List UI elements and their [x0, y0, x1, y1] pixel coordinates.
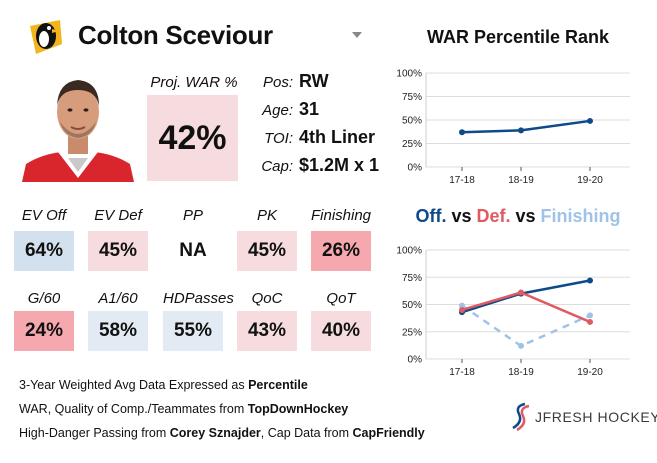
data-point: [587, 277, 593, 284]
data-point: [518, 289, 524, 296]
footnote-bold: Corey Sznajder: [169, 426, 261, 440]
footnote-text: High-Danger Passing from: [19, 426, 170, 440]
y-tick-label: 75%: [402, 92, 422, 103]
comp-chart-title: Off. vs Def. vs Finishing: [400, 206, 636, 227]
pos-label: Pos:: [262, 74, 293, 91]
player-headshot: [22, 66, 134, 182]
footnote-percentile: 3-Year Weighted Avg Data Expressed as Pe…: [19, 378, 308, 392]
title-fin: Finishing: [540, 206, 621, 226]
war-chart-title: WAR Percentile Rank: [426, 27, 610, 47]
title-off: Off.: [415, 206, 447, 226]
qot-value: 40%: [311, 311, 371, 351]
g60-value: 24%: [14, 311, 74, 351]
off-def-finishing-chart: 0% 25% 50% 75% 100% 17-18 18-19 19-20: [396, 246, 630, 378]
y-tick-label: 0%: [408, 163, 423, 174]
qoc-label: QoC: [251, 290, 283, 307]
pos-value: RW: [299, 71, 329, 91]
x-tick-label: 18-19: [508, 175, 534, 186]
series-line: [461, 279, 591, 314]
qoc-value: 43%: [237, 311, 297, 351]
team-logo: [22, 14, 68, 60]
cap-label: Cap:: [261, 158, 293, 175]
data-point: [587, 117, 593, 124]
age-label: Age:: [262, 102, 293, 119]
pp-label: PP: [182, 207, 203, 224]
player-name: Colton Sceviour: [78, 20, 273, 50]
ev-off-value: 64%: [14, 231, 74, 271]
qot-label: QoT: [326, 290, 356, 307]
finishing-value: 26%: [311, 231, 371, 271]
x-tick-label: 17-18: [449, 367, 475, 378]
a160-value: 58%: [88, 311, 148, 351]
series-line: [461, 119, 591, 134]
ev-def-value: 45%: [88, 231, 148, 271]
cap-value: $1.2M x 1: [299, 155, 380, 175]
data-point: [518, 342, 524, 349]
footnote-bold: CapFriendly: [352, 426, 425, 440]
age-value: 31: [299, 99, 320, 119]
chevron-down-icon[interactable]: [352, 32, 362, 38]
g60-label: G/60: [27, 290, 61, 307]
finishing-label: Finishing: [311, 207, 372, 224]
y-tick-label: 25%: [402, 327, 422, 338]
data-point: [587, 312, 593, 319]
footnote-passing-source: High-Danger Passing from Corey Sznajder,…: [19, 426, 425, 440]
footnote-text: 3-Year Weighted Avg Data Expressed as: [19, 378, 249, 392]
y-tick-label: 100%: [396, 246, 422, 257]
footnote-bold: TopDownHockey: [247, 402, 349, 416]
hdpasses-value: 55%: [163, 311, 223, 351]
toi-value: 4th Liner: [299, 127, 376, 147]
data-point: [459, 306, 465, 313]
footnote-war-source: WAR, Quality of Comp./Teammates from Top…: [19, 402, 348, 416]
hdpasses-label: HDPasses: [163, 290, 234, 307]
ev-def-label: EV Def: [94, 207, 142, 224]
series-line: [461, 304, 591, 348]
data-point: [587, 318, 593, 325]
y-tick-label: 50%: [402, 300, 422, 311]
title-vs: vs: [510, 206, 541, 226]
footnote-text: WAR, Quality of Comp./Teammates from: [19, 402, 248, 416]
war-percentile-chart: 0% 25% 50% 75% 100% 17-18 18-19 19-20: [396, 69, 630, 186]
data-point: [459, 302, 465, 309]
x-tick-label: 19-20: [577, 367, 603, 378]
footnote-bold: Percentile: [248, 378, 308, 392]
y-tick-label: 50%: [402, 116, 422, 127]
pk-value: 45%: [237, 231, 297, 271]
y-tick-label: 25%: [402, 139, 422, 150]
title-def: Def.: [476, 206, 511, 226]
title-vs: vs: [446, 206, 477, 226]
data-point: [459, 129, 465, 136]
y-tick-label: 100%: [396, 69, 422, 80]
brand-logo: [509, 402, 644, 432]
ev-off-label: EV Off: [21, 207, 67, 224]
data-point: [518, 127, 524, 134]
x-tick-label: 18-19: [508, 367, 534, 378]
pp-value: NA: [163, 231, 223, 271]
proj-war-value: 42%: [147, 95, 238, 181]
proj-war-label: Proj. WAR %: [150, 74, 238, 91]
footnote-text: , Cap Data from: [260, 426, 353, 440]
a160-label: A1/60: [98, 290, 138, 307]
x-tick-label: 17-18: [449, 175, 475, 186]
brand-name: JFRESH HOCKEY: [535, 409, 657, 425]
toi-label: TOI:: [264, 130, 293, 147]
y-tick-label: 75%: [402, 273, 422, 284]
y-tick-label: 0%: [408, 355, 423, 366]
x-tick-label: 19-20: [577, 175, 603, 186]
pk-label: PK: [256, 207, 277, 224]
